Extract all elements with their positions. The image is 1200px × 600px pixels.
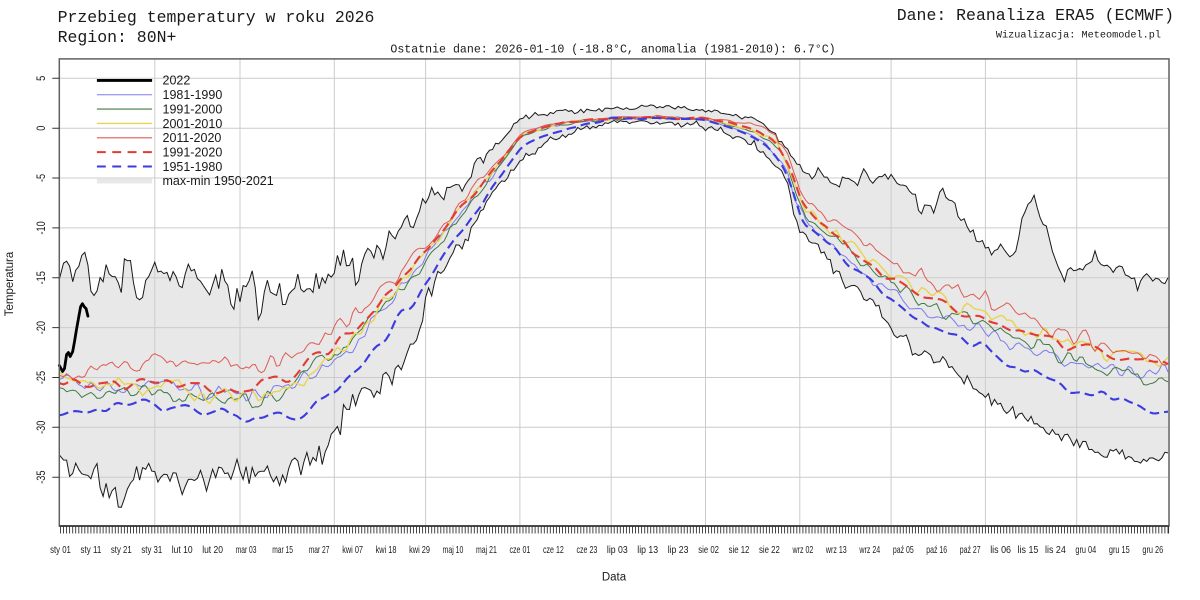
svg-text:Data: Data [602,572,627,584]
svg-text:-15: -15 [34,271,48,284]
svg-text:mar 27: mar 27 [309,545,330,556]
svg-text:2011-2020: 2011-2020 [163,131,222,145]
svg-text:0: 0 [34,125,48,130]
svg-text:wrz 02: wrz 02 [792,545,814,556]
svg-text:gru 04: gru 04 [1075,545,1096,556]
svg-text:lut 20: lut 20 [202,545,223,556]
svg-text:kwi 07: kwi 07 [342,545,363,556]
svg-text:1991-2020: 1991-2020 [163,145,223,159]
svg-text:1991-2000: 1991-2000 [163,102,223,116]
svg-text:sie 02: sie 02 [698,545,719,556]
svg-text:paź 05: paź 05 [893,545,914,556]
svg-text:wrz 13: wrz 13 [825,545,847,556]
svg-text:gru 15: gru 15 [1109,545,1130,556]
svg-text:lut 10: lut 10 [172,545,193,556]
svg-text:lip 13: lip 13 [637,545,658,556]
svg-text:max-min 1950-2021: max-min 1950-2021 [163,174,274,188]
svg-text:maj 10: maj 10 [443,545,464,556]
svg-text:Region: 80N+: Region: 80N+ [58,28,177,47]
svg-text:lip 03: lip 03 [607,545,628,556]
svg-text:wrz 24: wrz 24 [859,545,881,556]
svg-text:cze 23: cze 23 [577,545,598,556]
svg-text:Temperatura: Temperatura [4,251,16,316]
svg-text:gru 26: gru 26 [1142,545,1163,556]
svg-text:sty 01: sty 01 [50,545,71,556]
svg-text:mar 03: mar 03 [236,545,257,556]
svg-text:1981-1990: 1981-1990 [163,88,223,102]
svg-text:sty 11: sty 11 [81,545,102,556]
svg-text:sie 22: sie 22 [759,545,780,556]
svg-text:Przebieg temperatury w roku 20: Przebieg temperatury w roku 2026 [58,8,375,27]
svg-text:2001-2010: 2001-2010 [163,117,223,131]
svg-text:2022: 2022 [163,74,191,88]
svg-text:paź 16: paź 16 [926,545,947,556]
svg-text:lip 23: lip 23 [668,545,689,556]
svg-text:sty 31: sty 31 [141,545,162,556]
svg-text:1951-1980: 1951-1980 [163,160,223,174]
svg-text:-20: -20 [34,321,48,334]
svg-text:-5: -5 [34,174,48,182]
svg-text:maj 21: maj 21 [476,545,497,556]
svg-text:cze 01: cze 01 [510,545,531,556]
svg-text:Ostatnie dane: 2026-01-10 (-18: Ostatnie dane: 2026-01-10 (-18.8°C, anom… [390,44,835,57]
svg-text:cze 12: cze 12 [543,545,564,556]
svg-text:-35: -35 [34,470,48,483]
svg-text:-10: -10 [34,221,48,234]
svg-text:mar 15: mar 15 [272,545,293,556]
svg-text:lis 24: lis 24 [1045,545,1066,556]
svg-text:Wizualizacja: Meteomodel.pl: Wizualizacja: Meteomodel.pl [996,30,1161,42]
svg-text:kwi 29: kwi 29 [409,545,430,556]
svg-text:sty 21: sty 21 [111,545,132,556]
svg-text:Dane: Reanaliza ERA5 (ECMWF): Dane: Reanaliza ERA5 (ECMWF) [897,6,1174,25]
svg-text:-25: -25 [34,371,48,384]
svg-text:sie 12: sie 12 [729,545,750,556]
svg-text:lis 15: lis 15 [1018,545,1039,556]
svg-text:lis 06: lis 06 [990,545,1011,556]
svg-text:5: 5 [34,76,48,81]
svg-text:-30: -30 [34,420,48,433]
svg-text:paź 27: paź 27 [960,545,981,556]
svg-text:kwi 18: kwi 18 [376,545,397,556]
